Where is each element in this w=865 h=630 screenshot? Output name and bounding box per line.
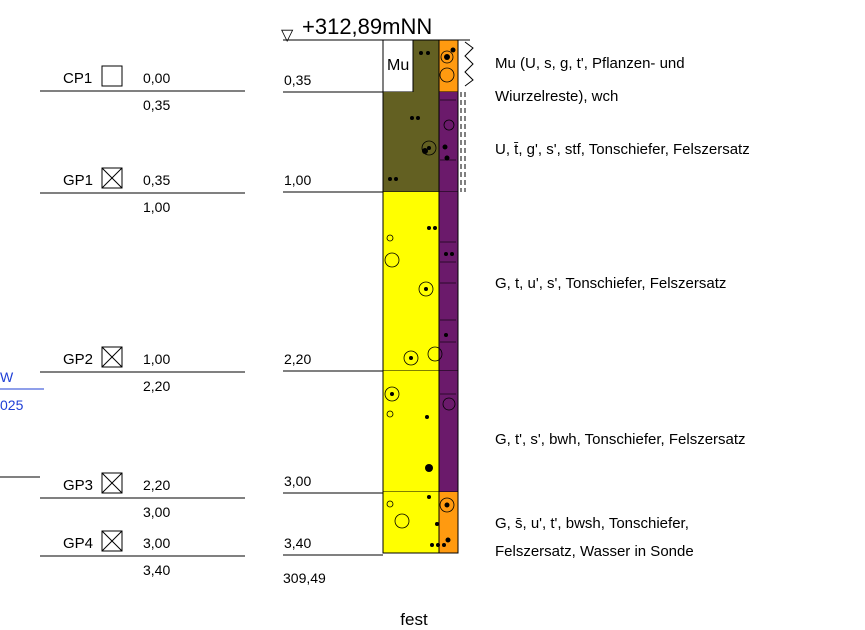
gravel-dot [444, 252, 448, 256]
pebble-symbol [418, 281, 434, 297]
layer-depth: 1,00 [284, 172, 311, 188]
gravel-dot [394, 177, 398, 181]
gravel-dot [416, 116, 420, 120]
bottom-note: fest [400, 610, 428, 629]
gravel-dot [427, 226, 431, 230]
gravel-dot [450, 47, 456, 53]
sample-cross [101, 346, 123, 368]
layer-description: U, t̄, g', s', stf, Tonschiefer, Felszer… [495, 141, 750, 158]
sample-id: GP1 [63, 172, 93, 189]
layer-description: Mu (U, s, g, t', Pflanzen- und [495, 55, 685, 72]
pebble-symbol [439, 67, 455, 83]
gravel-dot [442, 543, 446, 547]
gravel-dot [433, 226, 437, 230]
gravel-dot [388, 177, 392, 181]
pebble-symbol [440, 50, 454, 64]
pebble-symbol [442, 397, 456, 411]
sample-top-depth: 0,35 [143, 172, 170, 188]
pebble-symbol [384, 386, 400, 402]
gravel-dot [442, 144, 448, 150]
sample-id: GP4 [63, 535, 93, 552]
sample-bottom-depth: 3,40 [143, 562, 170, 578]
sample-box [101, 65, 123, 87]
layer-depth: 2,20 [284, 351, 311, 367]
layer-code: Mu [387, 57, 409, 74]
layer-side-4 [439, 492, 458, 553]
layer-descriptions: Mu (U, s, g, t', Pflanzen- und Wiurzelres… [495, 55, 750, 560]
pebble-symbol [443, 119, 455, 131]
layer-main-1 [383, 92, 439, 192]
gravel-dot [422, 148, 428, 154]
gravel-dot [409, 356, 413, 360]
gravel-dot [427, 146, 431, 150]
sample-list: CP1 0,00 0,35 GP1 0,35 1,00 GP2 1,00 2,20 GP3 2,20… [40, 65, 383, 578]
pebble-symbol [384, 252, 400, 268]
gravel-dot [425, 415, 429, 419]
layer-side-2 [439, 192, 458, 371]
gravel-dot [444, 155, 450, 161]
layer-description: Felszersatz, Wasser in Sonde [495, 543, 694, 560]
sample-cross [101, 167, 123, 189]
layer-description: Wiurzelreste), wch [495, 88, 618, 105]
gravel-dot [424, 287, 428, 291]
gravel-dot [450, 252, 454, 256]
blue-label-bottom: 025 [0, 397, 24, 413]
blue-label-top: W [0, 369, 14, 385]
layer-side-1 [439, 92, 458, 192]
pebble-symbol [386, 234, 394, 242]
layer-depth: 3,00 [284, 473, 311, 489]
gravel-dot [419, 51, 423, 55]
layer-depth: 0,35 [284, 72, 311, 88]
pebble-symbol [421, 140, 437, 156]
pebble-symbol [394, 513, 410, 529]
gravel-dot [426, 51, 430, 55]
water-level-symbol: ▽ [281, 27, 294, 44]
gravel-dot [390, 392, 394, 396]
sample-bottom-depth: 0,35 [143, 97, 170, 113]
gravel-dot [436, 543, 440, 547]
sample-bottom-depth: 3,00 [143, 504, 170, 520]
gravel-dot [430, 543, 434, 547]
gravel-dot [444, 54, 450, 60]
layer-description: G, t', s', bwh, Tonschiefer, Felszersatz [495, 431, 746, 448]
topsoil-strip [413, 40, 439, 92]
sample-id: GP3 [63, 477, 93, 494]
layer-side-3 [439, 371, 458, 492]
pebble-symbol [403, 350, 419, 366]
gravel-dot [444, 502, 450, 508]
soil-column: Mu [382, 39, 459, 554]
pebble-symbol [439, 497, 455, 513]
sample-cross [101, 472, 123, 494]
gravel-dot [427, 495, 431, 499]
sample-top-depth: 1,00 [143, 351, 170, 367]
bottom-elevation: 309,49 [283, 570, 326, 586]
gravel-dot [425, 464, 433, 472]
sample-top-depth: 2,20 [143, 477, 170, 493]
sample-id: GP2 [63, 351, 93, 368]
sample-top-depth: 0,00 [143, 70, 170, 86]
head-elevation: +312,89mNN [302, 14, 432, 39]
gravel-dot [435, 522, 439, 526]
layer-main-3 [383, 371, 439, 492]
pebble-symbol [427, 346, 443, 362]
zigzag-symbol [464, 41, 474, 87]
pebble-symbol [386, 500, 394, 508]
sample-id: CP1 [63, 70, 92, 87]
gravel-dot [410, 116, 414, 120]
gravel-dot [444, 333, 448, 337]
layer-description: G, s̄, u', t', bwsh, Tonschiefer, [495, 515, 689, 532]
gravel-dot [445, 537, 451, 543]
sample-top-depth: 3,00 [143, 535, 170, 551]
sample-bottom-depth: 2,20 [143, 378, 170, 394]
column-outline [382, 39, 459, 554]
sample-cross [101, 530, 123, 552]
layer-side-0 [439, 40, 458, 92]
layer-depth: 3,40 [284, 535, 311, 551]
layer-main-2 [383, 192, 439, 371]
pebble-symbol [386, 410, 394, 418]
layer-description: G, t, u', s', Tonschiefer, Felszersatz [495, 275, 726, 292]
sample-bottom-depth: 1,00 [143, 199, 170, 215]
